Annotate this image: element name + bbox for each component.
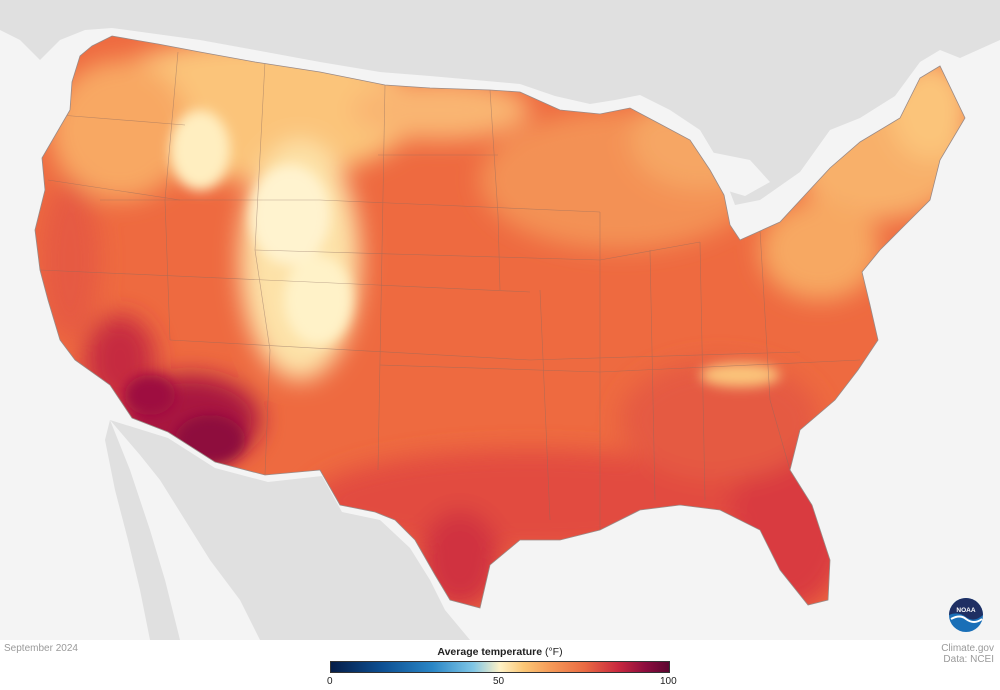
noaa-logo-text: NOAA	[956, 607, 975, 614]
temperature-map	[0, 0, 1000, 640]
legend-colorbar	[330, 661, 670, 673]
map-canvas	[0, 0, 1000, 640]
legend-tick-100: 100	[660, 676, 677, 687]
legend-title-text: Average temperature	[437, 646, 543, 658]
neighbor-land	[0, 0, 1000, 640]
credit-site[interactable]: Climate.gov	[941, 643, 994, 654]
state-boundaries	[39, 51, 861, 530]
legend-tick-0: 0	[327, 676, 333, 687]
credit-data-source: Data: NCEI	[943, 654, 994, 665]
legend-tick-50: 50	[493, 676, 505, 687]
noaa-logo[interactable]: NOAA	[948, 597, 984, 633]
legend-title: Average temperature (°F)	[330, 646, 670, 658]
us-outline	[34, 35, 966, 609]
date-label: September 2024	[4, 643, 78, 654]
legend-title-unit: (°F)	[544, 646, 563, 658]
